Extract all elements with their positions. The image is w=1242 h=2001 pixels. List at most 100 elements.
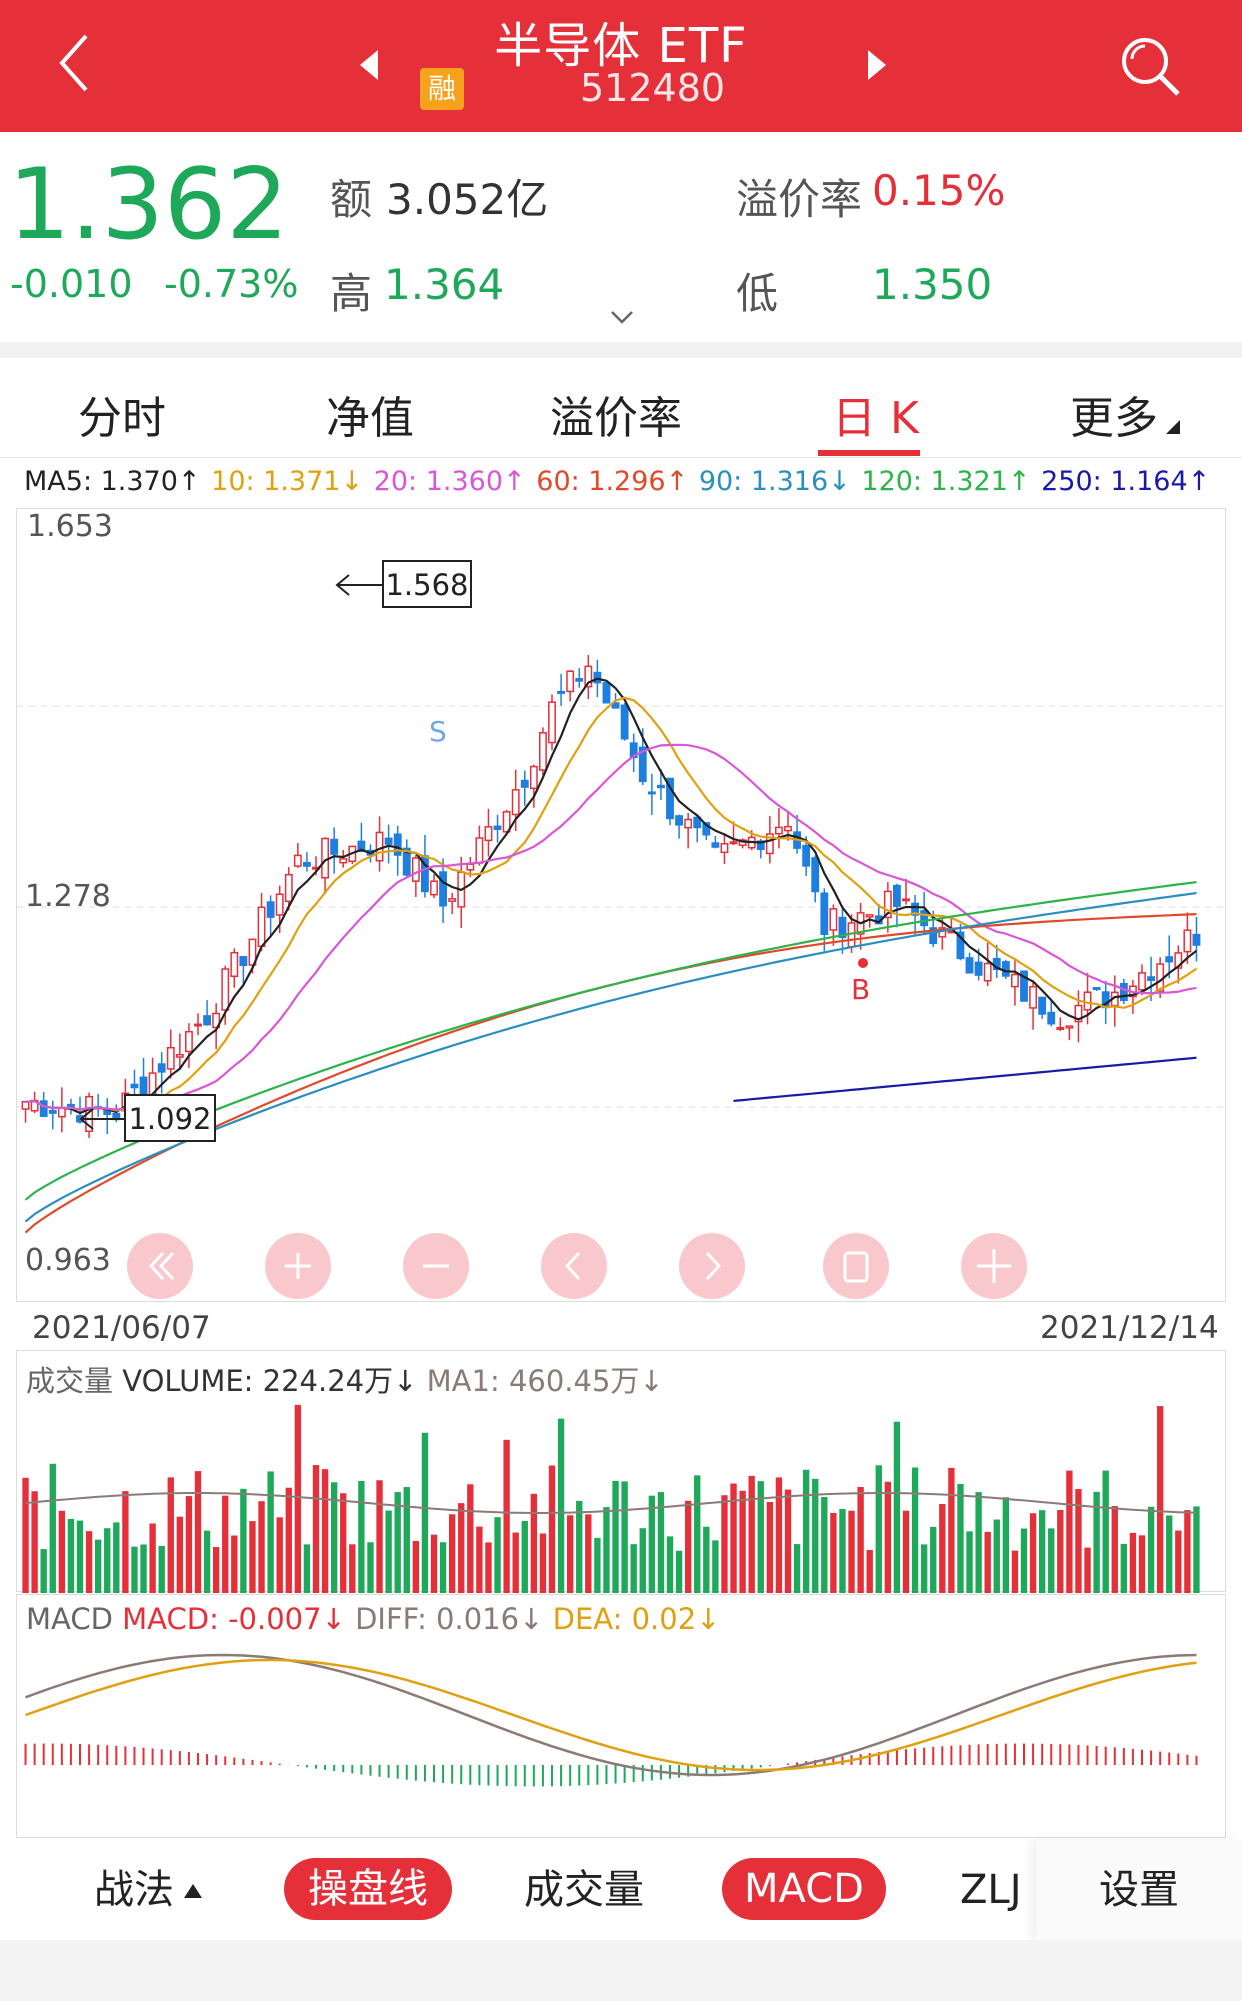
candle-body xyxy=(475,837,484,864)
candle-body xyxy=(729,841,738,845)
candle-body xyxy=(130,1083,139,1089)
page-title: 半导体 ETF xyxy=(494,18,748,74)
y-axis-mid: 1.278 xyxy=(25,879,111,914)
candle-body xyxy=(802,844,811,867)
candle-body xyxy=(1038,996,1047,1015)
ma250-line xyxy=(733,1056,1197,1102)
volume-bar xyxy=(358,1481,365,1593)
volume-bar xyxy=(694,1475,701,1593)
scroll-left-button[interactable] xyxy=(541,1233,607,1299)
candle-body xyxy=(66,1103,75,1108)
prev-stock-icon[interactable] xyxy=(360,50,380,80)
volume-bar xyxy=(957,1483,964,1593)
candle-body xyxy=(175,1053,184,1058)
volume-bar xyxy=(948,1467,955,1593)
volume-bar xyxy=(911,1467,919,1593)
zoom-in-button[interactable] xyxy=(265,1233,331,1299)
candle-body xyxy=(965,957,974,974)
candle-body xyxy=(21,1101,30,1110)
volume-bar xyxy=(40,1549,47,1593)
volume-bar xyxy=(494,1517,501,1593)
scroll-right-button[interactable] xyxy=(679,1233,745,1299)
volume-bar xyxy=(539,1533,547,1593)
volume-bar xyxy=(430,1534,438,1593)
candle-body xyxy=(139,1076,148,1098)
move-crosshair-button[interactable] xyxy=(961,1233,1027,1299)
tactics-tab[interactable]: 战法 xyxy=(94,1867,174,1913)
volume-bar xyxy=(321,1469,329,1593)
candle-body xyxy=(293,854,302,867)
top-bar: 半导体 ETF 融 512480 xyxy=(0,0,1242,132)
rewind-button[interactable] xyxy=(127,1233,193,1299)
diff-line xyxy=(25,1653,1197,1777)
next-stock-icon[interactable] xyxy=(866,50,886,80)
high-mark-text: 1.568 xyxy=(385,568,468,602)
candle-body xyxy=(974,961,983,976)
high-value: 1.364 xyxy=(384,260,505,309)
volume-bar xyxy=(1075,1489,1082,1593)
operation-line-pill[interactable]: 操盘线 xyxy=(284,1858,452,1920)
candle-body xyxy=(502,811,511,833)
kline-chart[interactable]: 1.568 1.092 S B 1.653 1.278 0.963 xyxy=(16,508,1227,1302)
diff-value: DIFF: 0.016↓ xyxy=(355,1602,544,1636)
margin-badge: 融 xyxy=(420,68,464,110)
chevron-down-icon[interactable] xyxy=(610,310,634,326)
volume-bar xyxy=(812,1478,819,1593)
volume-bar xyxy=(512,1532,519,1593)
candle-body xyxy=(330,838,339,855)
volume-bar xyxy=(1156,1406,1164,1593)
volume-bar xyxy=(222,1495,229,1593)
volume-bar xyxy=(149,1523,156,1593)
search-icon[interactable] xyxy=(1118,34,1182,98)
premium-label: 溢价率 xyxy=(736,175,863,224)
high-mark-box xyxy=(382,560,472,608)
volume-bar xyxy=(566,1515,574,1593)
candle-body xyxy=(638,746,647,783)
macd-panel[interactable] xyxy=(16,1594,1226,1838)
zoom-out-button[interactable] xyxy=(403,1233,469,1299)
tab-nav[interactable]: 净值 xyxy=(326,393,414,444)
back-arrow-icon[interactable] xyxy=(48,28,108,98)
candle-body xyxy=(1183,929,1192,953)
volume-bar xyxy=(802,1469,810,1593)
candle-body xyxy=(675,815,684,826)
candle-body xyxy=(620,704,629,740)
candle-body xyxy=(39,1100,48,1117)
ma5-line xyxy=(25,677,1198,1115)
volume-bar xyxy=(330,1482,338,1593)
volume-bar xyxy=(158,1545,165,1593)
volume-ma1: MA1: 460.45万↓ xyxy=(426,1364,664,1398)
rotate-screen-button[interactable] xyxy=(823,1233,889,1299)
candle-body xyxy=(520,779,529,788)
tab-premium[interactable]: 溢价率 xyxy=(550,393,682,444)
volume-bar xyxy=(1038,1510,1046,1593)
volume-bar xyxy=(648,1495,656,1593)
settings-button[interactable]: 设置 xyxy=(1036,1840,1242,1940)
candle-body xyxy=(184,1030,193,1053)
macd-svg xyxy=(24,1653,1198,1787)
high-label: 高 xyxy=(330,269,373,318)
volume-bar xyxy=(185,1496,193,1593)
zlj-tab[interactable]: ZLJ xyxy=(960,1867,1022,1913)
volume-bar xyxy=(285,1487,292,1593)
low-mark-box xyxy=(124,1094,216,1142)
volume-bar xyxy=(1102,1470,1109,1593)
volume-bar xyxy=(830,1512,837,1593)
volume-bar xyxy=(448,1514,456,1593)
volume-panel[interactable] xyxy=(16,1350,1226,1593)
macd-pill[interactable]: MACD xyxy=(722,1858,886,1920)
ma90-label: 90: 1.316↓ xyxy=(698,466,851,497)
candle-body xyxy=(393,833,402,856)
volume-bar xyxy=(557,1418,565,1593)
tab-more[interactable]: 更多 xyxy=(1070,393,1158,444)
candle-body xyxy=(1083,991,1092,1011)
volume-tab[interactable]: 成交量 xyxy=(524,1867,644,1913)
tab-daily-k[interactable]: 日 K xyxy=(832,393,919,444)
candle-body xyxy=(693,816,702,829)
candle-body xyxy=(892,884,901,907)
candle-body xyxy=(883,890,892,919)
ma5-label: MA5: 1.370↑ xyxy=(24,466,201,497)
volume-bar xyxy=(1111,1506,1118,1593)
tab-intraday[interactable]: 分时 xyxy=(78,393,166,444)
volume-bar xyxy=(585,1514,592,1593)
